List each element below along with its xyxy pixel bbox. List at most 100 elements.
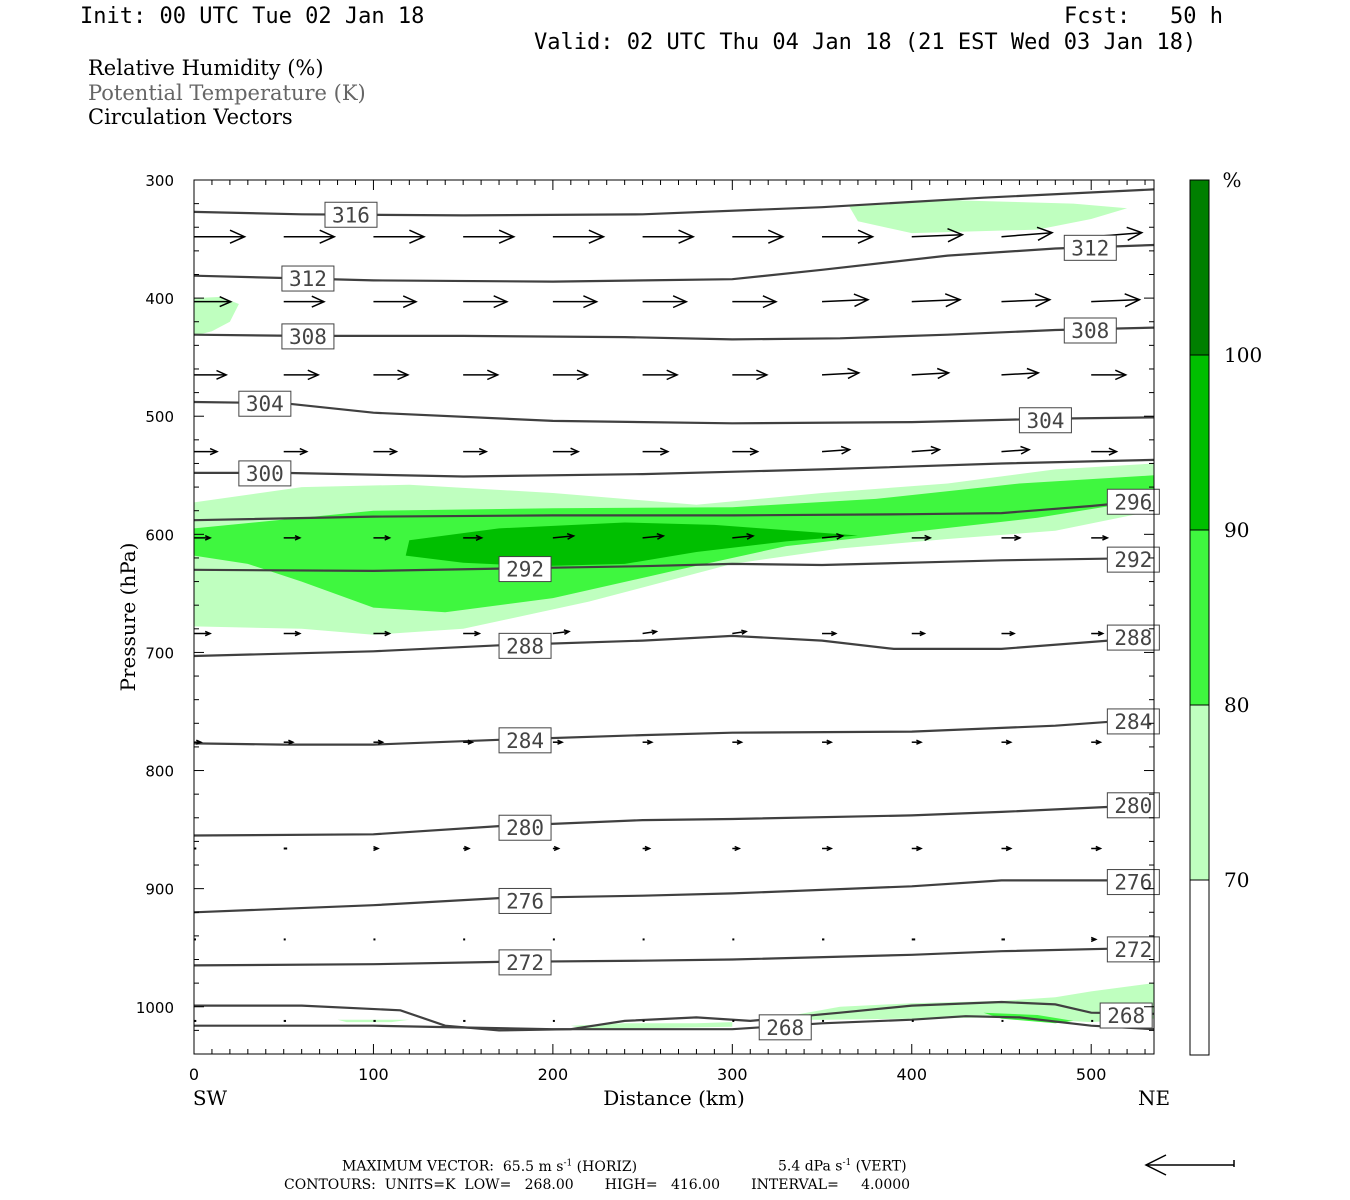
vector-arrow bbox=[283, 447, 309, 456]
x-tick-label: 500 bbox=[1076, 1065, 1107, 1084]
vector-arrow bbox=[911, 739, 923, 745]
vector-arrow bbox=[1001, 445, 1031, 455]
vector-arrow bbox=[822, 229, 875, 244]
vector-arrow bbox=[1001, 293, 1052, 308]
legend-theta: Potential Temperature (K) bbox=[88, 81, 366, 105]
svg-text:276: 276 bbox=[1114, 871, 1152, 895]
vector-arrow bbox=[822, 845, 834, 852]
theta-contour-268 bbox=[194, 1015, 1154, 1031]
svg-text:268: 268 bbox=[766, 1016, 804, 1040]
vector-arrow bbox=[911, 367, 951, 380]
vector-arrow bbox=[642, 629, 659, 635]
vector-arrow bbox=[1091, 535, 1110, 541]
vector-arrow bbox=[283, 630, 302, 637]
y-tick-label: 500 bbox=[145, 408, 174, 426]
valid-time: Valid: 02 UTC Thu 04 Jan 18 (21 EST Wed … bbox=[534, 30, 1197, 55]
vector-arrow bbox=[463, 295, 509, 309]
colorbar-tick-label: 90 bbox=[1224, 518, 1249, 542]
vector-arrow bbox=[283, 535, 302, 541]
contour-label-292: 292 bbox=[498, 556, 552, 583]
vector-arrow bbox=[283, 229, 337, 244]
vector-arrow bbox=[463, 845, 471, 852]
vector-arrow bbox=[552, 295, 599, 309]
y-tick-label: 900 bbox=[145, 881, 174, 899]
theta-contour-288 bbox=[194, 634, 1154, 658]
y-tick-label: 300 bbox=[145, 172, 174, 190]
contour-label-304: 304 bbox=[1018, 407, 1072, 434]
colorbar-segment bbox=[1189, 529, 1210, 706]
theta-contour-272 bbox=[194, 946, 1154, 967]
theta-contour-308 bbox=[194, 326, 1154, 341]
svg-text:284: 284 bbox=[1114, 710, 1152, 734]
vector-arrow bbox=[732, 229, 785, 244]
contour-label-272: 272 bbox=[1106, 936, 1160, 963]
vector-arrow bbox=[373, 630, 392, 637]
vector-arrow bbox=[642, 229, 696, 244]
x-right-label: NE bbox=[1138, 1086, 1170, 1110]
vector-arrow bbox=[463, 534, 484, 541]
contour-label-280: 280 bbox=[1106, 792, 1160, 819]
contour-label-304: 304 bbox=[238, 390, 292, 417]
rh-shading bbox=[194, 200, 1154, 1030]
vector-arrow bbox=[642, 369, 679, 381]
svg-text:284: 284 bbox=[506, 729, 544, 753]
theta-contour-304 bbox=[194, 400, 1154, 425]
vector-arrow bbox=[373, 739, 385, 745]
vector-arrow bbox=[283, 295, 326, 308]
vector-arrow bbox=[822, 630, 838, 637]
legend-rh: Relative Humidity (%) bbox=[88, 56, 324, 80]
rh-region-70 bbox=[849, 200, 1128, 234]
theta-contour-296 bbox=[194, 499, 1154, 522]
circulation-vectors bbox=[194, 226, 1144, 1022]
max-vector-vert: 5.4 dPa s-1 (VERT) bbox=[778, 1158, 907, 1175]
svg-text:300: 300 bbox=[246, 462, 284, 486]
vector-arrow bbox=[373, 295, 418, 309]
theta-contour-316 bbox=[194, 188, 1154, 217]
contour-label-308: 308 bbox=[1063, 317, 1117, 344]
svg-text:292: 292 bbox=[1114, 548, 1152, 572]
vector-arrow bbox=[463, 739, 475, 745]
vector-arrow bbox=[1091, 845, 1103, 852]
colorbar-segment bbox=[1189, 179, 1210, 356]
contour-label-276: 276 bbox=[498, 887, 552, 914]
contour-info: CONTOURS: UNITS=K LOW= 268.00 HIGH= 416.… bbox=[284, 1177, 911, 1193]
vector-arrow bbox=[552, 845, 561, 852]
svg-text:308: 308 bbox=[1071, 319, 1109, 343]
contour-label-296: 296 bbox=[1106, 488, 1160, 515]
vector-arrow bbox=[911, 630, 927, 637]
svg-text:276: 276 bbox=[506, 889, 544, 913]
vector-arrow bbox=[552, 447, 581, 456]
svg-text:304: 304 bbox=[246, 392, 284, 416]
svg-text:288: 288 bbox=[506, 634, 544, 658]
vector-arrow bbox=[552, 229, 606, 244]
svg-text:280: 280 bbox=[1114, 794, 1152, 818]
svg-text:312: 312 bbox=[1071, 236, 1109, 260]
vector-arrow bbox=[1091, 293, 1142, 308]
contour-label-276: 276 bbox=[1106, 869, 1160, 896]
contour-label-312: 312 bbox=[1063, 234, 1117, 261]
y-tick-label: 800 bbox=[145, 763, 174, 781]
y-tick-label: 400 bbox=[145, 290, 174, 308]
contour-label-284: 284 bbox=[1106, 708, 1160, 735]
vector-arrow bbox=[911, 534, 933, 541]
vector-arrow bbox=[642, 845, 652, 852]
vector-arrow bbox=[1091, 447, 1119, 456]
theta-contour-276 bbox=[194, 879, 1154, 914]
vector-arrow bbox=[552, 629, 571, 635]
vector-arrow bbox=[821, 445, 852, 455]
vector-arrow bbox=[821, 367, 861, 380]
contour-label-280: 280 bbox=[498, 814, 552, 841]
vector-arrow bbox=[552, 532, 576, 540]
contour-label-300: 300 bbox=[238, 460, 292, 487]
vector-arrow bbox=[822, 293, 870, 308]
y-tick-label: 700 bbox=[145, 644, 174, 662]
vector-arrow bbox=[732, 532, 755, 540]
x-left-label: SW bbox=[193, 1086, 228, 1110]
x-tick-label: 400 bbox=[896, 1065, 927, 1084]
svg-text:280: 280 bbox=[506, 816, 544, 840]
svg-text:272: 272 bbox=[1114, 938, 1152, 962]
theta-contour-292 bbox=[194, 556, 1154, 573]
theta-contour-312 bbox=[194, 243, 1154, 283]
vector-arrow bbox=[373, 369, 410, 381]
vector-arrow bbox=[283, 369, 321, 381]
